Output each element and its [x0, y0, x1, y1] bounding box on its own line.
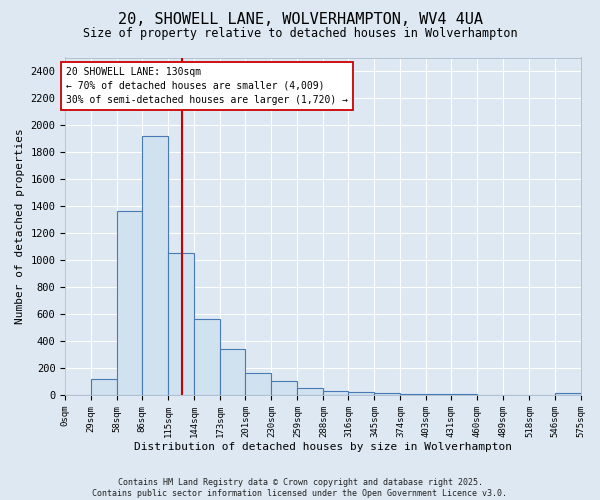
Bar [427, 394, 451, 395]
Bar [194, 320, 220, 395]
Bar [220, 349, 245, 395]
Bar [374, 393, 400, 395]
Text: Contains HM Land Registry data © Crown copyright and database right 2025.
Contai: Contains HM Land Registry data © Crown c… [92, 478, 508, 498]
Bar [271, 381, 298, 395]
Text: 20 SHOWELL LANE: 130sqm
← 70% of detached houses are smaller (4,009)
30% of semi: 20 SHOWELL LANE: 130sqm ← 70% of detache… [66, 67, 348, 105]
Bar [91, 379, 117, 395]
Bar [169, 253, 194, 395]
Bar [554, 393, 581, 395]
Y-axis label: Number of detached properties: Number of detached properties [15, 128, 25, 324]
Text: Size of property relative to detached houses in Wolverhampton: Size of property relative to detached ho… [83, 28, 517, 40]
Bar [451, 394, 478, 395]
Bar [117, 212, 142, 395]
Bar [245, 374, 271, 395]
Bar [349, 392, 374, 395]
Bar [323, 391, 349, 395]
Bar [142, 136, 169, 395]
Text: 20, SHOWELL LANE, WOLVERHAMPTON, WV4 4UA: 20, SHOWELL LANE, WOLVERHAMPTON, WV4 4UA [118, 12, 482, 28]
X-axis label: Distribution of detached houses by size in Wolverhampton: Distribution of detached houses by size … [134, 442, 512, 452]
Bar [298, 388, 323, 395]
Bar [400, 394, 427, 395]
